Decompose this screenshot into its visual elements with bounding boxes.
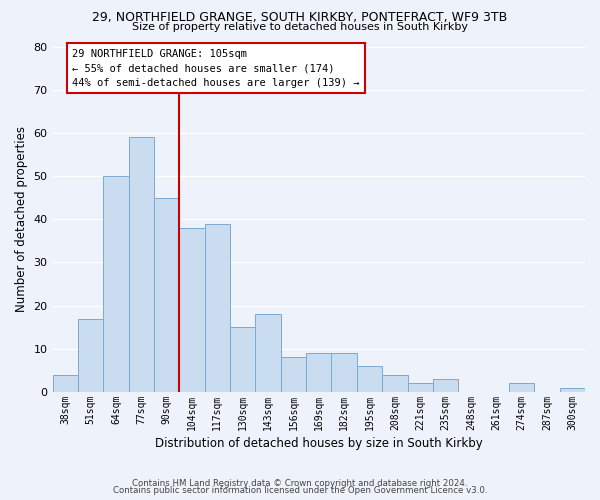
Bar [509,384,534,392]
Bar [230,327,256,392]
Text: Contains public sector information licensed under the Open Government Licence v3: Contains public sector information licen… [113,486,487,495]
Bar [306,353,331,392]
Text: Size of property relative to detached houses in South Kirkby: Size of property relative to detached ho… [132,22,468,32]
Text: Contains HM Land Registry data © Crown copyright and database right 2024.: Contains HM Land Registry data © Crown c… [132,478,468,488]
Bar [53,375,78,392]
Text: 29 NORTHFIELD GRANGE: 105sqm
← 55% of detached houses are smaller (174)
44% of s: 29 NORTHFIELD GRANGE: 105sqm ← 55% of de… [72,48,359,88]
Y-axis label: Number of detached properties: Number of detached properties [15,126,28,312]
Bar [256,314,281,392]
Text: 29, NORTHFIELD GRANGE, SOUTH KIRKBY, PONTEFRACT, WF9 3TB: 29, NORTHFIELD GRANGE, SOUTH KIRKBY, PON… [92,11,508,24]
Bar [78,318,103,392]
Bar [433,379,458,392]
Bar [407,384,433,392]
Bar [179,228,205,392]
X-axis label: Distribution of detached houses by size in South Kirkby: Distribution of detached houses by size … [155,437,482,450]
Bar [205,224,230,392]
Bar [331,353,357,392]
Bar [281,358,306,392]
Bar [128,137,154,392]
Bar [103,176,128,392]
Bar [382,375,407,392]
Bar [154,198,179,392]
Bar [560,388,585,392]
Bar [357,366,382,392]
